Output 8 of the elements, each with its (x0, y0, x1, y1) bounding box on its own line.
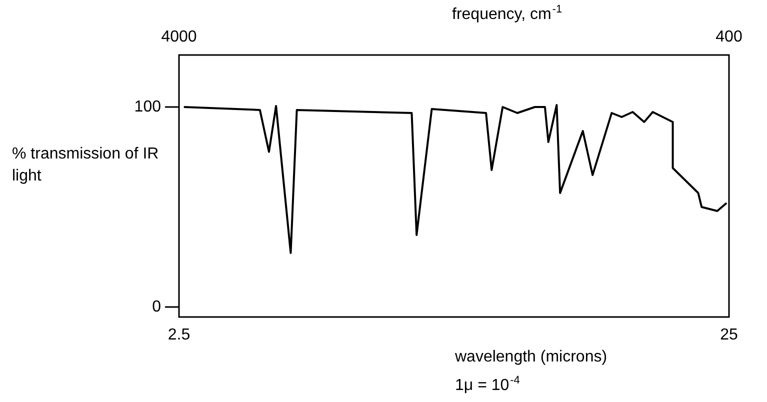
x-tick-label: 2.5 (168, 326, 190, 344)
x-axis-title: wavelength (microns) (454, 348, 608, 366)
x2-tick-label: 4000 (161, 28, 197, 46)
x2-tick-label: 400 (716, 28, 742, 46)
y-tick-label: 0 (152, 298, 162, 316)
x-tick-label: 25 (720, 326, 738, 344)
y-tick-label: 100 (134, 98, 162, 116)
y-axis-title: % transmission of IR light (12, 146, 164, 184)
